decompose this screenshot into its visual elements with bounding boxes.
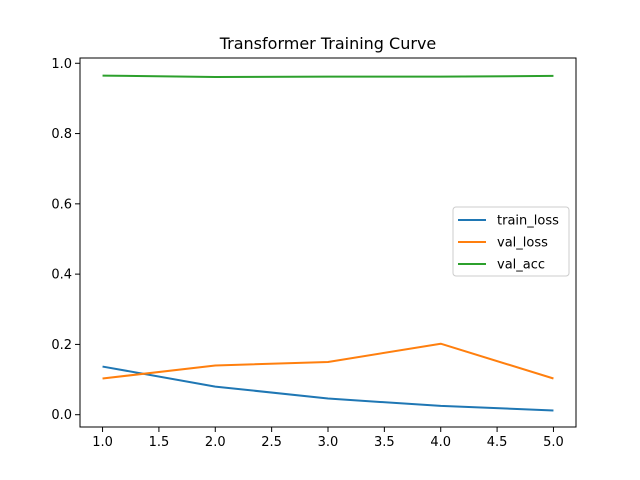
x-tick-label: 2.0 <box>205 435 226 450</box>
legend-box <box>452 206 570 277</box>
chart-title: Transformer Training Curve <box>219 34 437 53</box>
x-tick-label: 1.5 <box>149 435 170 450</box>
x-tick-label: 5.0 <box>543 435 564 450</box>
x-tick-label: 2.5 <box>261 435 282 450</box>
y-tick-label: 0.0 <box>51 408 72 423</box>
x-tick-label: 3.5 <box>374 435 395 450</box>
y-tick-label: 1.0 <box>51 57 72 72</box>
series-line-train-loss <box>102 365 554 412</box>
x-tick-label: 3.0 <box>318 435 339 450</box>
legend-label: val_acc <box>497 258 545 273</box>
x-tick-label: 4.5 <box>487 435 508 450</box>
series-line-val-acc <box>102 74 554 78</box>
y-tick-label: 0.4 <box>51 268 72 283</box>
y-tick-label: 0.8 <box>51 127 72 142</box>
series-group <box>102 74 554 412</box>
legend: train_loss val_loss val_acc <box>452 206 570 277</box>
y-tick-label: 0.2 <box>51 338 72 353</box>
x-axis: 1.0 1.5 2.0 2.5 3.0 3.5 4.0 4.5 5.0 <box>92 427 564 450</box>
legend-label: train_loss <box>497 214 559 229</box>
x-tick-label: 4.0 <box>430 435 451 450</box>
y-tick-label: 0.6 <box>51 197 72 212</box>
y-axis: 0.0 0.2 0.4 0.6 0.8 1.0 <box>51 57 80 423</box>
x-tick-label: 1.0 <box>92 435 113 450</box>
series-line-val-loss <box>102 342 554 380</box>
legend-label: val_loss <box>497 236 548 251</box>
